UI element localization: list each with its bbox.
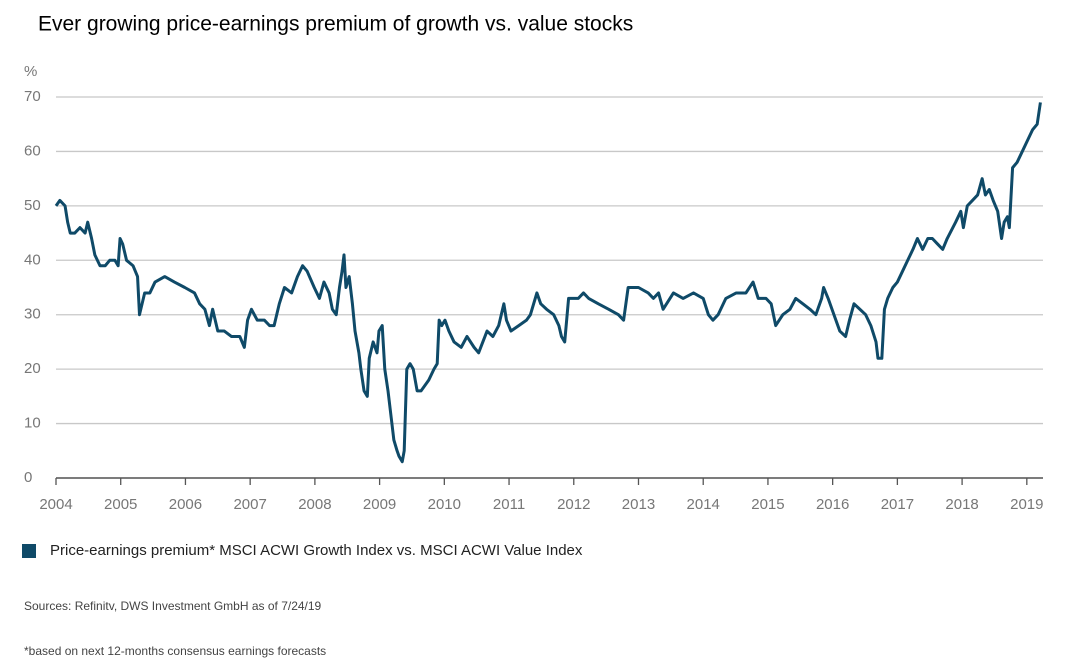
- source-note: Sources: Refinitv, DWS Investment GmbH a…: [24, 599, 322, 613]
- series-line: [54, 102, 1042, 464]
- y-tick-label: 60: [24, 142, 41, 159]
- y-tick-label: 10: [24, 415, 41, 432]
- y-tick-label: 30: [24, 306, 41, 323]
- x-tick-label: 2012: [557, 496, 590, 513]
- legend-swatch: [22, 544, 36, 558]
- y-tick-label: 20: [24, 360, 41, 377]
- legend-label: Price-earnings premium* MSCI ACWI Growth…: [50, 542, 583, 559]
- x-tick-label: 2019: [1010, 496, 1043, 513]
- x-tick-label: 2010: [428, 496, 461, 513]
- y-tick-label: 0: [24, 469, 32, 486]
- x-tick-label: 2004: [39, 496, 72, 513]
- x-tick-label: 2017: [881, 496, 914, 513]
- x-tick-label: 2011: [493, 496, 525, 513]
- x-tick-label: 2009: [363, 496, 396, 513]
- y-tick-label: 70: [24, 88, 41, 105]
- footnote: *based on next 12-months consensus earni…: [24, 644, 326, 658]
- x-tick-label: 2007: [233, 496, 266, 513]
- y-tick-label: 40: [24, 251, 41, 268]
- x-tick-label: 2016: [816, 496, 849, 513]
- x-tick-label: 2013: [622, 496, 655, 513]
- chart-title: Ever growing price-earnings premium of g…: [38, 13, 633, 36]
- x-tick-label: 2008: [298, 496, 331, 513]
- y-tick-label: 50: [24, 197, 41, 214]
- x-tick-label: 2014: [687, 496, 720, 513]
- x-tick-label: 2005: [104, 496, 137, 513]
- y-axis-label: %: [24, 63, 37, 80]
- x-tick-label: 2006: [169, 496, 202, 513]
- x-tick-label: 2018: [945, 496, 978, 513]
- x-tick-label: 2015: [751, 496, 784, 513]
